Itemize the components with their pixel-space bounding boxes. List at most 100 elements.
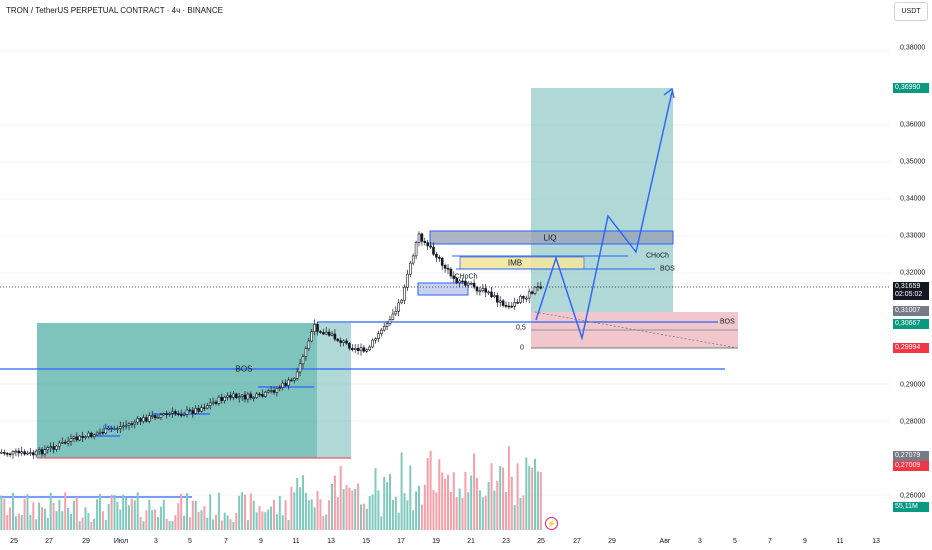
volume-bar xyxy=(116,501,119,530)
candle-body xyxy=(353,348,357,350)
volume-bar xyxy=(490,463,493,530)
candle-body xyxy=(377,333,380,339)
volume-bar xyxy=(93,518,96,530)
volume-bar xyxy=(107,503,110,530)
candle-body xyxy=(339,340,343,343)
volume-bar xyxy=(429,450,432,530)
time-label: 21 xyxy=(467,538,475,545)
volume-bar xyxy=(522,495,525,530)
volume-bar xyxy=(122,494,125,530)
volume-bar xyxy=(261,511,264,530)
volume-bar xyxy=(287,519,290,530)
volume-bar xyxy=(58,499,61,530)
volume-bar xyxy=(90,521,93,530)
volume-bar xyxy=(316,491,319,530)
price-tick: 0,32000 xyxy=(900,269,926,277)
candle-body xyxy=(443,265,447,269)
volume-bar xyxy=(371,494,374,530)
candle-body xyxy=(342,340,345,343)
volume-bar xyxy=(467,492,470,530)
volume-bar xyxy=(229,519,232,530)
chart-title: TRON / TetherUS PERPETUAL CONTRACT · 4ч … xyxy=(6,6,223,15)
volume-bar xyxy=(333,475,336,530)
candle-body xyxy=(481,288,485,292)
candle-body xyxy=(414,242,418,257)
volume-bar xyxy=(476,477,478,530)
candle-body xyxy=(214,401,218,404)
candle-body xyxy=(391,313,395,320)
candle-body xyxy=(72,436,76,439)
volume-bar xyxy=(336,497,339,530)
time-label: 29 xyxy=(82,538,90,545)
candle-body xyxy=(29,452,32,454)
candle-body xyxy=(385,323,389,327)
volume-bar xyxy=(12,492,14,530)
candle-body xyxy=(536,286,540,289)
candle-body xyxy=(356,348,360,352)
price-chart[interactable] xyxy=(0,0,890,530)
volume-bar xyxy=(293,492,296,530)
volume-bar xyxy=(145,510,148,530)
candle-body xyxy=(290,379,293,382)
candle-body xyxy=(0,451,3,454)
time-label: 11 xyxy=(292,538,300,545)
candle-body xyxy=(278,387,282,390)
candle-body xyxy=(269,390,273,392)
candle-body xyxy=(240,394,244,397)
candle-body xyxy=(206,405,209,409)
candle-body xyxy=(348,342,351,349)
volume-bar xyxy=(296,478,299,530)
candle-body xyxy=(232,393,235,398)
volume-bar xyxy=(397,512,400,530)
price-badge: 0,36990 xyxy=(893,83,929,93)
choch-left-label: CHoCh xyxy=(454,273,478,281)
time-label: Авг xyxy=(659,538,671,545)
volume-bar xyxy=(510,476,513,530)
time-label: 27 xyxy=(573,538,581,545)
candle-body xyxy=(362,347,366,352)
volume-bar xyxy=(342,489,345,530)
candle-body xyxy=(31,452,35,456)
volume-bar xyxy=(420,504,423,530)
volume-bar xyxy=(174,515,177,530)
bos-left-label: BOS xyxy=(235,364,253,374)
candle-body xyxy=(258,393,261,396)
volume-bar xyxy=(197,511,200,530)
candle-body xyxy=(14,450,18,453)
candle-body xyxy=(17,450,21,454)
candle-body xyxy=(2,451,6,454)
volume-bar xyxy=(505,492,507,530)
candle-body xyxy=(11,450,15,455)
candle-body xyxy=(319,331,322,333)
currency-button[interactable]: USDT xyxy=(894,2,928,21)
volume-bar xyxy=(235,512,238,530)
time-axis[interactable]: 25 27 29 Июл 3 5 7 9 11 13 15 17 19 21 2… xyxy=(0,530,890,550)
volume-bar xyxy=(191,500,194,530)
volume-bar xyxy=(171,521,174,530)
candle-body xyxy=(475,286,479,292)
volume-bar xyxy=(423,484,426,530)
candle-body xyxy=(524,297,528,300)
candle-body xyxy=(84,436,87,438)
last-price-value: 0,31659 xyxy=(895,283,921,290)
candle-body xyxy=(327,331,331,336)
volume-bar xyxy=(331,483,333,530)
price-axis[interactable]: 0,38000 0,36000 0,35000 0,34000 0,33000 … xyxy=(890,0,932,530)
candle-body xyxy=(498,300,502,303)
volume-bar xyxy=(302,475,304,530)
candle-body xyxy=(440,258,444,266)
volume-bar xyxy=(339,466,342,530)
candle-body xyxy=(292,377,296,381)
volume-bar xyxy=(151,510,154,530)
lightning-icon[interactable]: ⚡ xyxy=(545,517,558,530)
choch-right-label: CHoCh xyxy=(646,252,669,260)
candle-body xyxy=(382,326,386,331)
candle-body xyxy=(458,280,461,284)
volume-bar xyxy=(360,504,362,530)
candle-body xyxy=(321,332,325,335)
candle-body xyxy=(177,413,180,415)
candle-body xyxy=(487,291,490,294)
candle-body xyxy=(484,288,488,293)
time-label: 11 xyxy=(836,538,844,545)
chart-area[interactable]: TRON / TetherUS PERPETUAL CONTRACT · 4ч … xyxy=(0,0,890,530)
